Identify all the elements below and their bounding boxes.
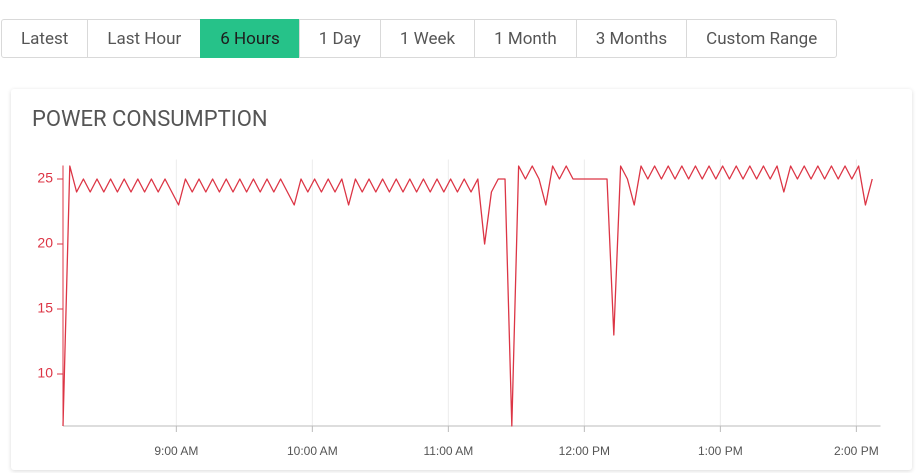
chart-title: POWER CONSUMPTION [32,107,268,132]
chart-card: POWER CONSUMPTION [11,89,912,470]
tab[interactable]: 1 Week [379,19,476,58]
x-tick-label: 10:00 AM [287,444,338,458]
data-line [62,165,873,427]
tab[interactable]: 1 Day [298,19,381,58]
y-tick-label: 20 [37,235,53,251]
tab[interactable]: 3 Months [575,19,688,58]
x-tick-label: 1:00 PM [698,444,743,458]
tab[interactable]: 1 Month [474,19,577,58]
x-tick-label: 9:00 AM [154,444,198,458]
tab[interactable]: 6 Hours [200,19,300,58]
y-tick-label: 25 [37,170,53,186]
time-range-tabs: Latest Last Hour 6 Hours 1 Day 1 Week 1 Month… [1,19,838,58]
y-tick-label: 10 [37,365,53,381]
x-tick-label: 2:00 PM [834,444,879,458]
tab[interactable]: Latest [1,19,89,58]
tab[interactable]: Custom Range [686,19,838,58]
x-tick-label: 12:00 PM [559,444,610,458]
y-tick-label: 15 [37,300,53,316]
tab[interactable]: Last Hour [87,19,202,58]
x-tick-label: 11:00 AM [423,444,473,458]
